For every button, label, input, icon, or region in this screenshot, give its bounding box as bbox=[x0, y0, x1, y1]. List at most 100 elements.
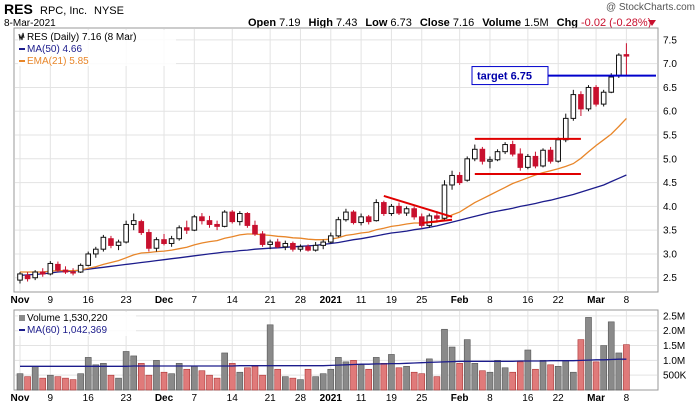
price-panel: 2.5 3.0 3.5 4.0 4.5 5.0 5.5 6.0 6.5 7.0 7.5 target… bbox=[13, 27, 677, 293]
candle-body bbox=[358, 216, 364, 224]
candle-body bbox=[70, 271, 76, 274]
volume-legend: Volume 1,530,220 MA(60) 1,042,369 bbox=[18, 312, 136, 336]
candle-body bbox=[77, 264, 84, 273]
price-panel-frame bbox=[13, 27, 659, 293]
volume-bar bbox=[115, 377, 122, 391]
volume-tick-label: 2.5M bbox=[663, 311, 685, 322]
volume-bar bbox=[92, 364, 100, 391]
candle-body bbox=[282, 242, 289, 248]
price-tick-label: 6.0 bbox=[663, 107, 677, 118]
price-tick-label: 3.0 bbox=[663, 249, 677, 260]
candle-body bbox=[146, 232, 152, 249]
volume-bar bbox=[312, 376, 319, 391]
volume-bar bbox=[577, 339, 585, 391]
volume-bar bbox=[62, 377, 69, 391]
legend-volume: Volume 1,530,220 bbox=[27, 313, 108, 324]
volume-bar bbox=[448, 346, 456, 391]
date-tick-label: 16 bbox=[83, 295, 95, 306]
candlesticks bbox=[17, 43, 630, 284]
price-series-icon bbox=[18, 32, 25, 41]
volume-bar bbox=[107, 374, 115, 391]
candle-body bbox=[108, 238, 114, 246]
open-label: Open bbox=[248, 17, 276, 29]
chg-value: -0.02 (-0.28%) bbox=[581, 17, 651, 29]
date-tick-label: Mar bbox=[587, 295, 605, 306]
candle-body bbox=[100, 236, 107, 250]
candle-body bbox=[456, 174, 463, 184]
volume-bar bbox=[456, 363, 463, 391]
volume-bar bbox=[342, 361, 350, 391]
price-legend-bg bbox=[18, 30, 176, 66]
candle-body bbox=[85, 253, 92, 266]
candle-body bbox=[373, 202, 380, 222]
volume-bar bbox=[539, 360, 547, 391]
candle-body bbox=[305, 246, 311, 251]
price-tick-label: 6.5 bbox=[663, 83, 677, 94]
candle-body bbox=[585, 86, 592, 110]
upper-trendline bbox=[383, 194, 453, 218]
volume-bar bbox=[592, 361, 600, 391]
volume-bar bbox=[388, 354, 395, 391]
legend-ema21: EMA(21) 5.85 bbox=[27, 56, 89, 67]
date-tick-label-bottom: 16 bbox=[522, 393, 534, 404]
quote-bar: Open 7.19 High 7.43 Low 6.73 Close 7.16 Volume 1.… bbox=[248, 17, 656, 29]
volume-bar bbox=[319, 373, 327, 391]
date-tick-label: 8 bbox=[487, 295, 493, 306]
candle-body bbox=[115, 241, 122, 246]
candle-body bbox=[403, 208, 410, 214]
volume-tick-label: 500K bbox=[663, 371, 687, 382]
candle-body bbox=[464, 158, 471, 181]
date-tick-label: Dec bbox=[155, 295, 174, 306]
target-box bbox=[471, 66, 549, 86]
candle-body bbox=[252, 224, 258, 235]
volume-bar bbox=[395, 367, 403, 391]
date-tick-label-bottom: 16 bbox=[83, 393, 95, 404]
price-tick-label: 3.5 bbox=[663, 226, 677, 237]
candle-body bbox=[130, 220, 137, 225]
candle-body bbox=[578, 94, 584, 110]
candle-body bbox=[237, 213, 243, 223]
candle-body bbox=[600, 91, 607, 105]
volume-bar bbox=[160, 371, 168, 391]
down-arrow-icon bbox=[648, 20, 656, 26]
candle-body bbox=[487, 159, 493, 162]
volume-tick-label: 1.5M bbox=[663, 341, 685, 352]
volume-legend-bg bbox=[18, 312, 136, 336]
date-tick-label: 28 bbox=[295, 295, 307, 306]
candle-body bbox=[62, 269, 69, 273]
volume-bar bbox=[304, 368, 312, 391]
candle-body bbox=[161, 239, 167, 244]
volume-bar bbox=[39, 377, 47, 391]
volume-bar bbox=[554, 365, 562, 391]
candle-body bbox=[350, 211, 357, 224]
candle-body bbox=[381, 202, 387, 215]
volume-ma bbox=[20, 358, 627, 367]
candle-body bbox=[191, 216, 198, 231]
candle-body bbox=[388, 205, 395, 215]
date-axis-bottom: Nov 9 16 23 Dec 7 14 21 28 2021 11 19 25 Feb 8 16 22 Mar 8 bbox=[11, 393, 630, 404]
date-tick-label-bottom: 9 bbox=[48, 393, 54, 404]
volume-bar bbox=[259, 374, 266, 391]
volume-axis: 500K 1.0M 1.5M 2.0M 2.5M bbox=[663, 311, 687, 381]
volume-bar bbox=[24, 376, 31, 391]
legend-volume-swatch bbox=[19, 315, 25, 321]
volume-bar bbox=[175, 363, 183, 391]
price-tick-label: 4.0 bbox=[663, 202, 677, 213]
candle-body bbox=[17, 273, 23, 281]
open-value: 7.19 bbox=[279, 17, 300, 29]
candle-body bbox=[426, 215, 433, 226]
date-tick-label-bottom: Feb bbox=[451, 393, 469, 404]
volume-bar bbox=[418, 373, 426, 391]
candle-body bbox=[540, 149, 546, 167]
volume-bar bbox=[516, 361, 524, 391]
date-tick-label-bottom: 22 bbox=[553, 393, 565, 404]
volume-bar bbox=[403, 365, 410, 391]
candle-body bbox=[93, 248, 99, 255]
price-tick-label: 5.5 bbox=[663, 131, 677, 142]
volume-value: 1.5M bbox=[524, 17, 548, 29]
volume-bar bbox=[615, 352, 623, 391]
candle-body bbox=[623, 54, 630, 57]
candle-body bbox=[441, 184, 448, 219]
lower-trendline bbox=[421, 218, 453, 225]
